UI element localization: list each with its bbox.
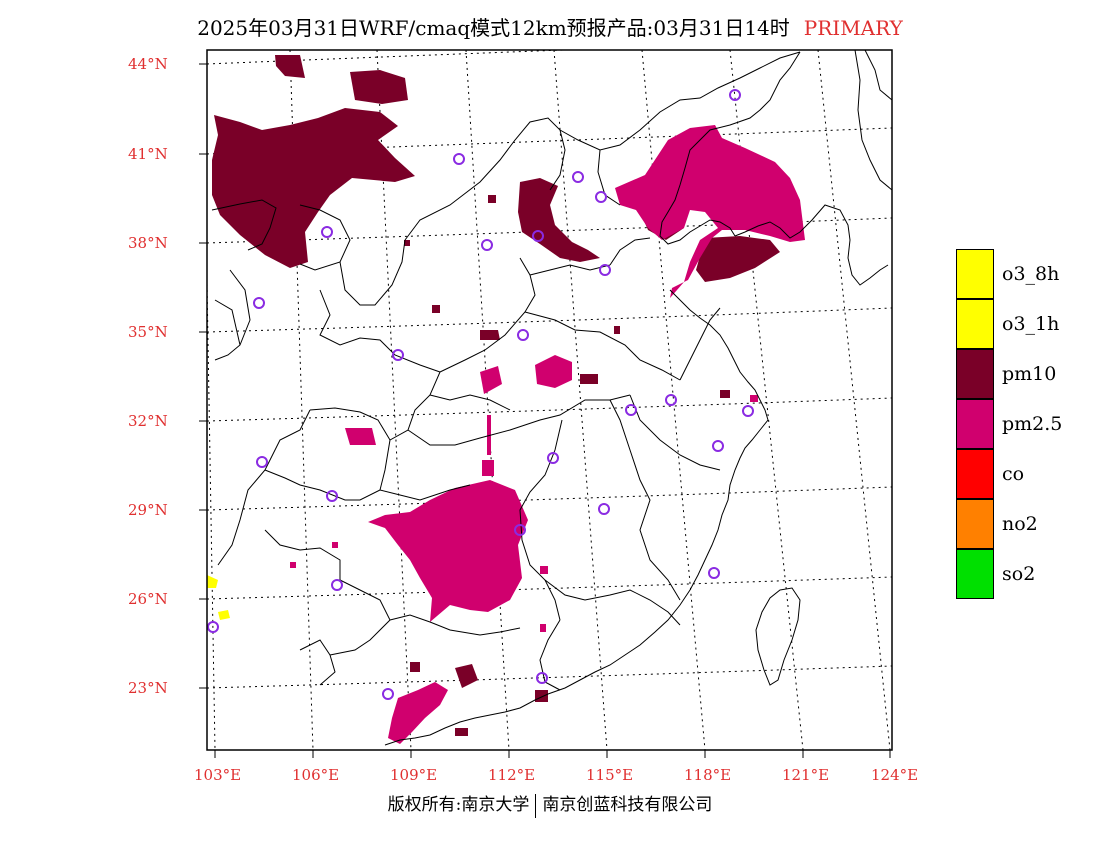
city-markers	[207, 89, 754, 700]
province-boundaries	[211, 51, 801, 691]
copyright-company: 南京创蓝科技有限公司	[542, 795, 713, 815]
legend-label: no2	[1002, 513, 1038, 535]
lat-label: 26°N	[128, 590, 168, 608]
coastline	[384, 50, 892, 746]
legend-swatch	[956, 449, 994, 499]
o3-regions	[207, 575, 230, 620]
lon-label: 121°E	[782, 766, 830, 784]
pm10-regions	[212, 55, 780, 736]
graticule-meridians	[207, 50, 891, 750]
legend-swatch	[956, 499, 994, 549]
lat-label: 35°N	[128, 323, 168, 341]
title-tag: PRIMARY	[803, 16, 903, 40]
footer-divider	[535, 793, 537, 818]
lat-label: 32°N	[128, 412, 168, 430]
title-text: 2025年03月31日WRF/cmaq模式12km预报产品:03月31日14时	[197, 16, 790, 40]
lat-label: 41°N	[128, 145, 168, 163]
legend-swatch	[956, 249, 994, 299]
legend-swatch	[956, 349, 994, 399]
lat-label: 38°N	[128, 234, 168, 252]
legend-label: so2	[1002, 563, 1036, 585]
legend-label: pm2.5	[1002, 413, 1063, 435]
copyright-owner: 版权所有:南京大学	[387, 795, 530, 815]
legend-label: o3_8h	[1002, 263, 1060, 285]
legend-label: o3_1h	[1002, 313, 1060, 335]
lat-label: 29°N	[128, 501, 168, 519]
lat-label: 44°N	[128, 55, 168, 73]
axis-ticks	[199, 63, 891, 758]
lon-label: 103°E	[194, 766, 242, 784]
lon-label: 124°E	[871, 766, 919, 784]
legend-swatch	[956, 399, 994, 449]
lon-label: 112°E	[488, 766, 536, 784]
lon-label: 106°E	[292, 766, 340, 784]
pm25-regions	[290, 125, 805, 744]
lon-label: 109°E	[390, 766, 438, 784]
legend-label: co	[1002, 463, 1025, 485]
map-title: 2025年03月31日WRF/cmaq模式12km预报产品:03月31日14时 P…	[0, 12, 1100, 41]
lon-label: 115°E	[586, 766, 634, 784]
map-frame	[206, 49, 893, 751]
copyright-footer: 版权所有:南京大学 南京创蓝科技有限公司	[0, 790, 1100, 818]
legend-swatch	[956, 299, 994, 349]
lat-label: 23°N	[128, 679, 168, 697]
lon-label: 118°E	[684, 766, 732, 784]
legend-label: pm10	[1002, 363, 1057, 385]
legend-swatch	[956, 549, 994, 599]
